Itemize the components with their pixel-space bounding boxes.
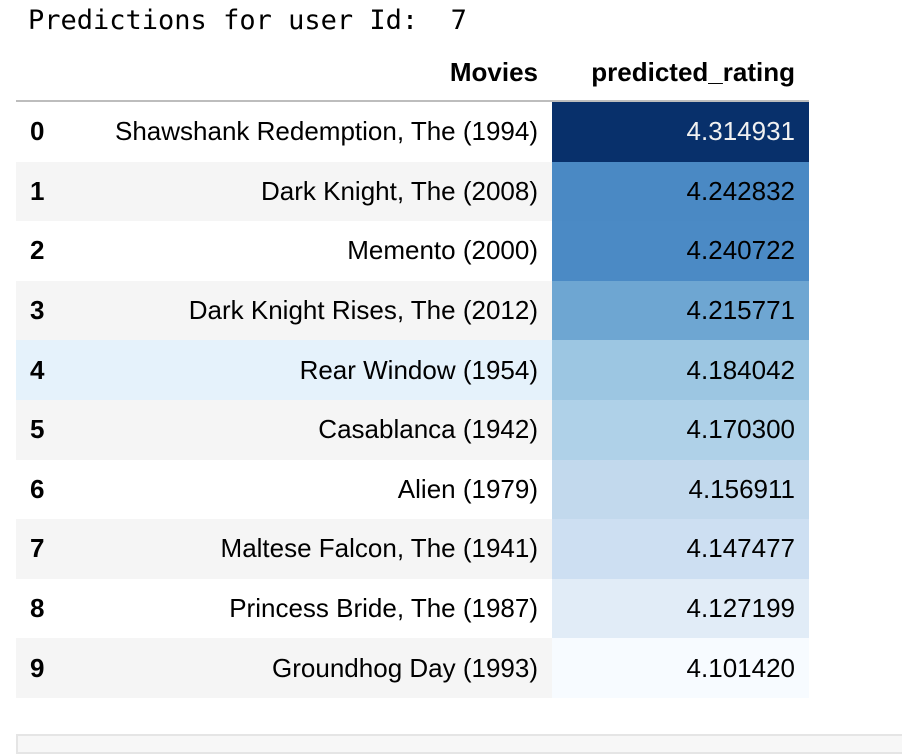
row-index: 6 bbox=[30, 473, 45, 504]
movie-cell: Memento (2000) bbox=[347, 235, 538, 266]
movie-cell: Princess Bride, The (1987) bbox=[229, 593, 538, 624]
predicted-rating-cell: 4.215771 bbox=[552, 280, 809, 341]
column-header-movies: Movies bbox=[76, 44, 552, 102]
predictions-table: Movies predicted_rating 0 Shawshank Redem… bbox=[16, 44, 809, 698]
table-row: 7 Maltese Falcon, The (1941) 4.147477 bbox=[16, 519, 809, 579]
table-row: 0 Shawshank Redemption, The (1994) 4.31493… bbox=[16, 101, 809, 162]
predicted-rating-cell: 4.127199 bbox=[552, 578, 809, 639]
table-row: 8 Princess Bride, The (1987) 4.127199 bbox=[16, 578, 809, 639]
row-index: 1 bbox=[16, 161, 76, 222]
predicted-rating-cell: 4.170300 bbox=[552, 399, 809, 460]
row-index: 0 bbox=[30, 116, 45, 147]
column-header-predicted-rating: predicted_rating bbox=[552, 44, 809, 102]
table-row: 5 Casablanca (1942) 4.170300 bbox=[16, 399, 809, 460]
table-row: 2 Memento (2000) 4.240722 bbox=[16, 221, 809, 281]
movie-cell: Groundhog Day (1993) bbox=[76, 638, 552, 698]
predicted-rating-cell: 4.240722 bbox=[552, 221, 809, 281]
movie-cell: Maltese Falcon, The (1941) bbox=[76, 519, 552, 579]
movie-cell: Dark Knight Rises, The (2012) bbox=[76, 280, 552, 341]
table-row: 9 Groundhog Day (1993) 4.101420 bbox=[16, 638, 809, 698]
row-index: 3 bbox=[16, 280, 76, 341]
table-header: Movies predicted_rating bbox=[16, 44, 809, 102]
table-row: 6 Alien (1979) 4.156911 bbox=[16, 459, 809, 520]
row-index: 4 bbox=[16, 340, 76, 400]
movie-cell: Shawshank Redemption, The (1994) bbox=[115, 116, 538, 147]
movie-cell: Dark Knight, The (2008) bbox=[76, 161, 552, 222]
predicted-rating-cell: 4.101420 bbox=[552, 638, 809, 698]
table-row: 3 Dark Knight Rises, The (2012) 4.215771 bbox=[16, 280, 809, 341]
row-index: 2 bbox=[30, 235, 45, 266]
predicted-rating-cell: 4.184042 bbox=[552, 340, 809, 400]
row-index: 9 bbox=[16, 638, 76, 698]
header-row: Movies predicted_rating bbox=[16, 44, 809, 102]
table-row: 4 Rear Window (1954) 4.184042 bbox=[16, 340, 809, 400]
next-cell-area bbox=[16, 734, 902, 754]
predicted-rating-cell: 4.156911 bbox=[552, 459, 809, 520]
row-index: 8 bbox=[30, 593, 45, 624]
movie-cell: Rear Window (1954) bbox=[76, 340, 552, 400]
predicted-rating-cell: 4.147477 bbox=[552, 519, 809, 579]
predicted-rating-cell: 4.314931 bbox=[552, 101, 809, 162]
output-text: Predictions for user Id: 7 bbox=[28, 5, 467, 36]
movie-cell: Casablanca (1942) bbox=[76, 399, 552, 460]
table-body: 0 Shawshank Redemption, The (1994) 4.31493… bbox=[16, 101, 809, 698]
table-row: 1 Dark Knight, The (2008) 4.242832 bbox=[16, 161, 809, 222]
row-index: 7 bbox=[16, 519, 76, 579]
index-header bbox=[16, 44, 76, 102]
row-index: 5 bbox=[16, 399, 76, 460]
predicted-rating-cell: 4.242832 bbox=[552, 161, 809, 222]
movie-cell: Alien (1979) bbox=[397, 473, 538, 504]
